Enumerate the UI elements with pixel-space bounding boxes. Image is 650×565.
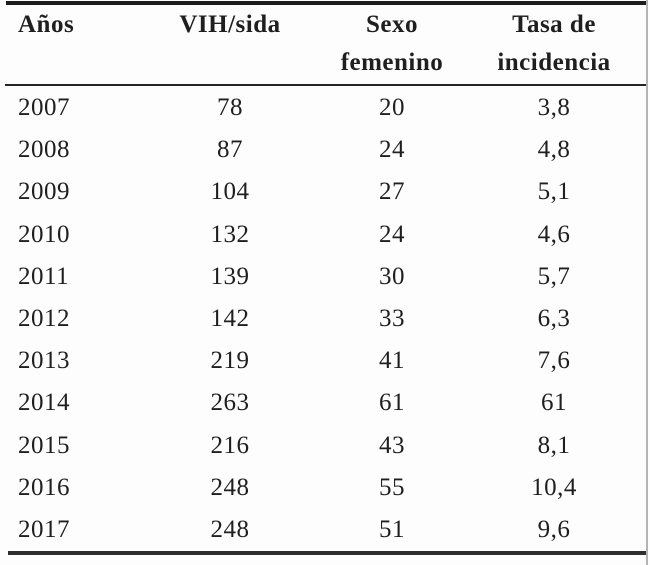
- cell-tasa-incidencia: 5,7: [537, 262, 571, 290]
- cell-sexo-femenino: 27: [379, 178, 405, 206]
- cell-tasa-incidencia: 10,4: [531, 473, 577, 501]
- table-row: 2012 142 33 6,3: [0, 298, 635, 340]
- cell-vih-sida: 142: [210, 305, 250, 333]
- table-top-rule: [6, 1, 648, 5]
- cell-year: 2015: [18, 431, 70, 459]
- table-row: 2011 139 30 5,7: [0, 256, 635, 298]
- cell-sexo-femenino: 30: [379, 262, 405, 290]
- cell-sexo-femenino: 24: [379, 220, 405, 248]
- header-label-incidencia: incidencia: [497, 49, 611, 76]
- table-row: 2009 104 27 5,1: [0, 171, 635, 213]
- header-label-femenino: femenino: [340, 49, 444, 76]
- table-body: 2007 78 20 3,8 2008 87 24 4,8 2009 104 2…: [0, 87, 635, 551]
- cell-sexo-femenino: 61: [379, 389, 405, 417]
- cell-tasa-incidencia: 61: [541, 389, 567, 417]
- table-row: 2015 216 43 8,1: [0, 425, 635, 467]
- cell-sexo-femenino: 41: [379, 347, 405, 375]
- header-label-tasa-de: Tasa de: [512, 11, 596, 38]
- cell-vih-sida: 139: [210, 262, 250, 290]
- cell-sexo-femenino: 24: [379, 136, 405, 164]
- cell-year: 2017: [18, 515, 70, 543]
- cell-year: 2012: [18, 305, 70, 333]
- table-row: 2013 219 41 7,6: [0, 340, 635, 382]
- cell-year: 2016: [18, 473, 70, 501]
- table-row: 2007 78 20 3,8: [0, 87, 635, 129]
- cell-year: 2011: [18, 262, 70, 290]
- table-row: 2008 87 24 4,8: [0, 129, 635, 171]
- cell-vih-sida: 132: [210, 220, 250, 248]
- table-row: 2010 132 24 4,6: [0, 214, 635, 256]
- cell-vih-sida: 78: [217, 94, 243, 122]
- cell-vih-sida: 248: [210, 515, 250, 543]
- cell-tasa-incidencia: 3,8: [537, 94, 571, 122]
- cell-year: 2009: [18, 178, 70, 206]
- header-label-anos: Años: [18, 11, 75, 38]
- cell-year: 2008: [18, 136, 70, 164]
- header-rule: [5, 84, 647, 86]
- right-edge-line: [646, 0, 648, 565]
- table-row: 2017 248 51 9,6: [0, 509, 635, 551]
- header-cell-tasa-incidencia: Tasa de incidencia: [473, 6, 635, 82]
- cell-tasa-incidencia: 4,8: [537, 136, 571, 164]
- table-bottom-rule: [8, 551, 646, 555]
- table-row: 2014 263 61 61: [0, 382, 635, 424]
- cell-year: 2013: [18, 347, 70, 375]
- cell-vih-sida: 87: [217, 136, 243, 164]
- header-label-sexo: Sexo: [366, 11, 418, 38]
- cell-sexo-femenino: 33: [379, 305, 405, 333]
- cell-sexo-femenino: 55: [379, 473, 405, 501]
- cell-vih-sida: 216: [210, 431, 250, 459]
- table-header: Años VIH/sida Sexo femenino Tasa de inci…: [0, 6, 635, 82]
- cell-sexo-femenino: 20: [379, 94, 405, 122]
- cell-sexo-femenino: 51: [379, 515, 405, 543]
- header-label-vih-sida: VIH/sida: [179, 11, 281, 38]
- cell-tasa-incidencia: 6,3: [537, 305, 571, 333]
- cell-tasa-incidencia: 5,1: [537, 178, 571, 206]
- cell-year: 2010: [18, 220, 70, 248]
- cell-vih-sida: 104: [210, 178, 250, 206]
- cell-vih-sida: 263: [210, 389, 250, 417]
- header-label-anos-line2: [18, 44, 149, 82]
- cell-tasa-incidencia: 9,6: [537, 515, 571, 543]
- table-row: 2016 248 55 10,4: [0, 467, 635, 509]
- cell-vih-sida: 219: [210, 347, 250, 375]
- cell-year: 2014: [18, 389, 70, 417]
- header-cell-vih-sida: VIH/sida: [149, 6, 311, 82]
- cell-tasa-incidencia: 8,1: [537, 431, 571, 459]
- header-cell-anos: Años: [0, 6, 149, 82]
- cell-vih-sida: 248: [210, 473, 250, 501]
- cell-sexo-femenino: 43: [379, 431, 405, 459]
- cell-tasa-incidencia: 7,6: [537, 347, 571, 375]
- cell-year: 2007: [18, 94, 70, 122]
- header-label-vih-sida-line2: [149, 44, 311, 82]
- cell-tasa-incidencia: 4,6: [537, 220, 571, 248]
- header-cell-sexo-femenino: Sexo femenino: [311, 6, 473, 82]
